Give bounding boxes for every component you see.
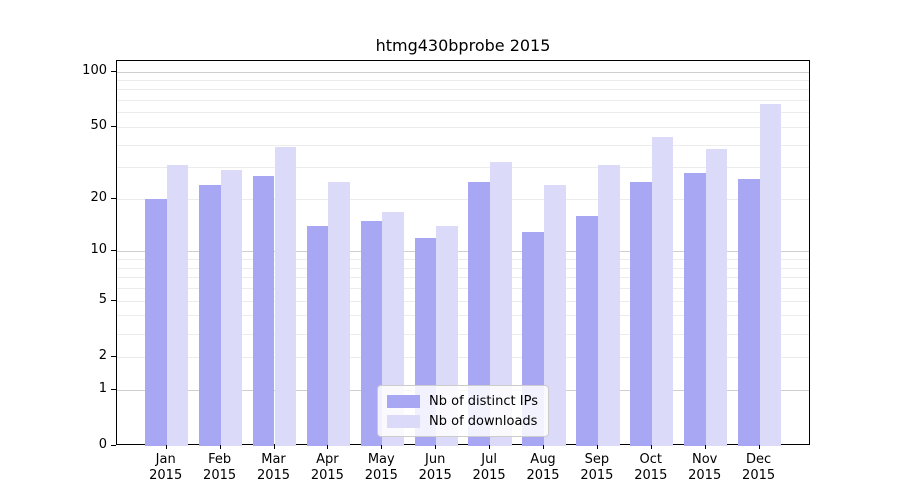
gridline-major xyxy=(117,251,809,253)
bar-distinct-ips xyxy=(360,221,383,446)
gridline-major xyxy=(117,71,809,73)
bar-distinct-ips xyxy=(630,181,652,446)
legend: Nb of distinct IPs Nb of downloads xyxy=(377,385,549,437)
x-tick-mark xyxy=(596,445,598,449)
bar-downloads xyxy=(328,181,351,446)
y-tick-mark xyxy=(111,445,116,446)
y-tick-label: 1 xyxy=(98,380,107,396)
y-tick-label: 2 xyxy=(98,347,107,363)
gridline-minor xyxy=(117,127,809,128)
x-tick-label: Nov 2015 xyxy=(688,452,722,483)
legend-item-distinct-ips: Nb of distinct IPs xyxy=(387,391,538,411)
x-tick-label: Feb 2015 xyxy=(203,452,237,483)
x-tick-mark xyxy=(219,445,221,449)
x-tick-label: Dec 2015 xyxy=(742,452,776,483)
y-tick-label: 0 xyxy=(98,437,107,452)
gridline-minor xyxy=(117,259,809,261)
gridline-minor xyxy=(117,300,809,302)
y-tick-label: 5 xyxy=(98,291,107,307)
x-tick-label: May 2015 xyxy=(364,452,398,483)
legend-label-downloads: Nb of downloads xyxy=(429,413,538,429)
x-tick-label: Jul 2015 xyxy=(472,452,506,483)
bar-distinct-ips xyxy=(468,181,491,446)
x-tick-label: Mar 2015 xyxy=(256,452,291,483)
legend-swatch-downloads xyxy=(387,414,421,428)
legend-item-downloads: Nb of downloads xyxy=(387,411,538,431)
gridline-minor xyxy=(117,356,809,358)
x-tick-mark xyxy=(489,445,491,449)
bar-downloads xyxy=(651,137,674,446)
y-tick-mark xyxy=(111,126,116,127)
y-tick-label: 50 xyxy=(90,118,107,133)
gridline-minor xyxy=(117,333,809,335)
gridline-minor xyxy=(117,167,809,169)
bar-distinct-ips xyxy=(684,172,706,446)
gridline-minor xyxy=(117,100,809,102)
y-tick-mark xyxy=(111,299,116,301)
gridline-minor xyxy=(117,315,809,317)
bar-downloads xyxy=(759,103,782,446)
x-tick-label: Oct 2015 xyxy=(634,452,668,483)
y-tick-label: 10 xyxy=(90,242,107,258)
y-tick-mark xyxy=(111,355,116,357)
chart-title: htmg430bprobe 2015 xyxy=(375,36,551,55)
x-tick-mark xyxy=(543,445,544,449)
legend-swatch-distinct-ips xyxy=(387,394,421,408)
x-tick-mark xyxy=(381,445,383,449)
bar-downloads xyxy=(274,146,297,446)
gridline-minor xyxy=(117,89,809,91)
bar-downloads xyxy=(166,164,189,446)
gridline-minor xyxy=(117,199,809,200)
y-tick-mark xyxy=(111,198,116,199)
bar-distinct-ips xyxy=(145,199,167,446)
y-tick-mark xyxy=(111,250,116,252)
x-tick-mark xyxy=(273,445,275,449)
bar-distinct-ips xyxy=(737,178,760,446)
y-tick-label: 100 xyxy=(82,62,107,78)
gridline-minor xyxy=(117,267,809,269)
bar-distinct-ips xyxy=(306,226,329,446)
bar-distinct-ips xyxy=(252,175,275,446)
bar-downloads xyxy=(490,162,512,446)
x-tick-label: Apr 2015 xyxy=(310,452,344,483)
bar-distinct-ips xyxy=(576,216,598,446)
gridline-minor xyxy=(117,277,809,279)
legend-label-distinct-ips: Nb of distinct IPs xyxy=(429,393,538,409)
bar-downloads xyxy=(220,170,243,446)
x-tick-mark xyxy=(758,445,760,449)
gridline-minor xyxy=(117,288,809,290)
x-tick-mark xyxy=(327,445,329,449)
plot-area: Nb of distinct IPs Nb of downloads xyxy=(116,60,810,446)
gridline-minor xyxy=(117,112,809,114)
x-tick-label: Jan 2015 xyxy=(149,452,183,483)
bar-downloads xyxy=(597,164,620,446)
x-tick-mark xyxy=(435,445,437,449)
x-tick-mark xyxy=(165,445,167,449)
x-tick-label: Jun 2015 xyxy=(418,452,452,483)
bar-downloads xyxy=(544,184,566,446)
bar-distinct-ips xyxy=(198,184,221,446)
gridline-minor xyxy=(117,144,809,146)
x-tick-mark xyxy=(704,445,706,449)
x-tick-label: Sep 2015 xyxy=(580,452,614,483)
y-tick-mark xyxy=(111,388,116,390)
gridline-minor xyxy=(117,80,809,81)
y-tick-mark xyxy=(111,70,116,72)
x-tick-label: Aug 2015 xyxy=(526,452,560,483)
y-tick-label: 20 xyxy=(90,190,107,205)
bar-downloads xyxy=(705,148,728,446)
x-tick-mark xyxy=(650,445,652,449)
